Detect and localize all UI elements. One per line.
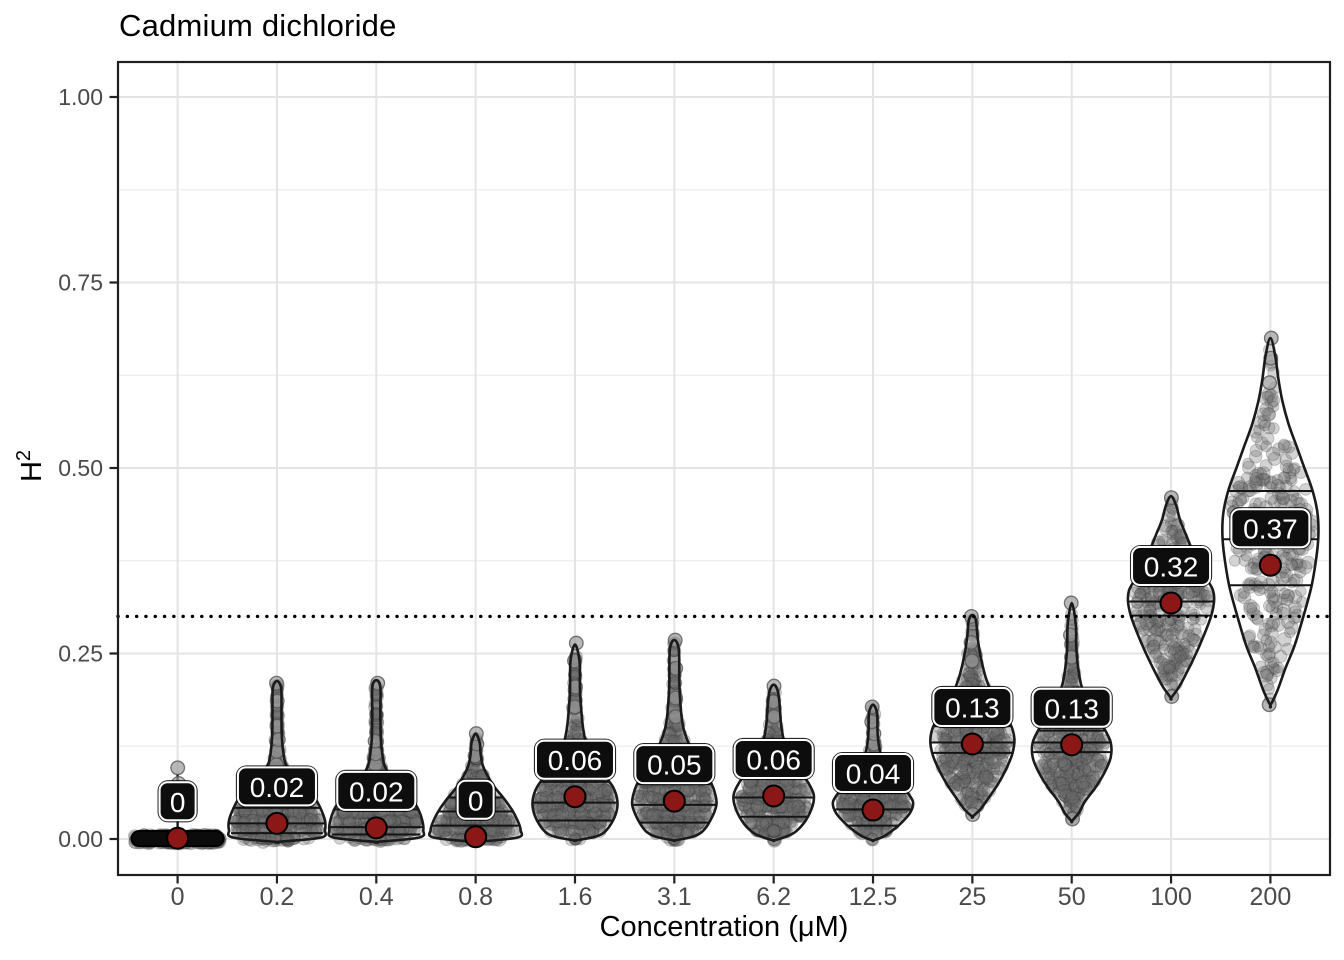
data-point [896,793,909,805]
data-point [294,815,308,829]
data-point [1080,752,1093,765]
data-point [699,792,712,805]
data-point [964,795,979,810]
data-point [297,815,311,829]
data-point [309,824,322,838]
data-point [395,814,410,829]
violin-0.2 [226,675,328,849]
data-point [955,759,969,773]
data-point [776,815,791,829]
mean-point [861,798,885,822]
x-axis-title: Concentration (μM) [599,911,849,943]
data-point [536,801,549,813]
data-point [340,816,354,830]
data-point [670,825,682,838]
data-point [791,799,805,814]
data-point [1065,790,1080,805]
data-point [297,814,312,829]
data-point [352,816,365,829]
data-point [645,809,659,823]
data-point [340,813,355,827]
data-point [298,824,313,839]
mean-point [1159,591,1183,615]
data-point [337,814,349,826]
data-point [238,815,250,828]
data-point [341,825,356,840]
data-point [749,784,763,798]
data-point [1158,643,1171,655]
data-point [1085,770,1100,785]
data-point [596,797,611,812]
data-point [288,812,303,827]
data-point [574,816,589,831]
data-point [1162,660,1176,674]
data-point [503,825,516,838]
grid [118,62,1330,875]
data-point [660,815,673,827]
violin-0 [128,760,227,851]
data-point [601,785,613,797]
data-point [293,814,308,830]
data-point [244,825,258,838]
data-point [963,667,975,679]
mean-point [265,811,289,835]
data-point [235,815,249,829]
outlier-point [170,760,186,776]
data-point [1043,748,1055,760]
data-point [300,815,314,830]
data-point [1047,758,1060,771]
data-point [300,814,314,829]
mean-point [166,826,190,850]
violin-0.4 [327,675,426,849]
data-point [1295,585,1307,598]
violin-3.1 [630,632,718,848]
data-point [348,815,363,830]
data-point [307,815,321,829]
data-point [239,813,252,826]
data-point [645,790,659,804]
data-point [1161,617,1177,632]
data-point [296,812,311,826]
data-point [1174,625,1189,641]
plot-title: Cadmium dichloride [119,8,397,43]
data-point [347,813,362,827]
data-point [1139,616,1155,631]
mean-point [662,789,686,813]
data-point [767,824,781,838]
mean-point [1060,733,1084,757]
mean-point [563,785,587,809]
data-point [844,792,857,805]
data-point [407,812,421,826]
data-point [386,814,399,826]
mean-point [364,816,388,840]
data-point [984,752,998,766]
data-point [551,790,565,804]
data-point [245,821,260,836]
data-point [1228,554,1241,567]
mean-point [960,732,984,756]
data-point [251,821,266,835]
violin-100 [1126,490,1216,704]
data-point [235,806,249,819]
mean-point [464,825,488,849]
data-point [306,806,321,820]
data-point [392,821,407,837]
mean-point [762,784,786,808]
data-point [951,778,966,792]
data-point [485,824,497,837]
data-point [403,814,416,826]
data-point [254,832,267,845]
outlier-point [964,653,980,669]
data-point [1134,587,1146,600]
data-point [556,807,570,821]
